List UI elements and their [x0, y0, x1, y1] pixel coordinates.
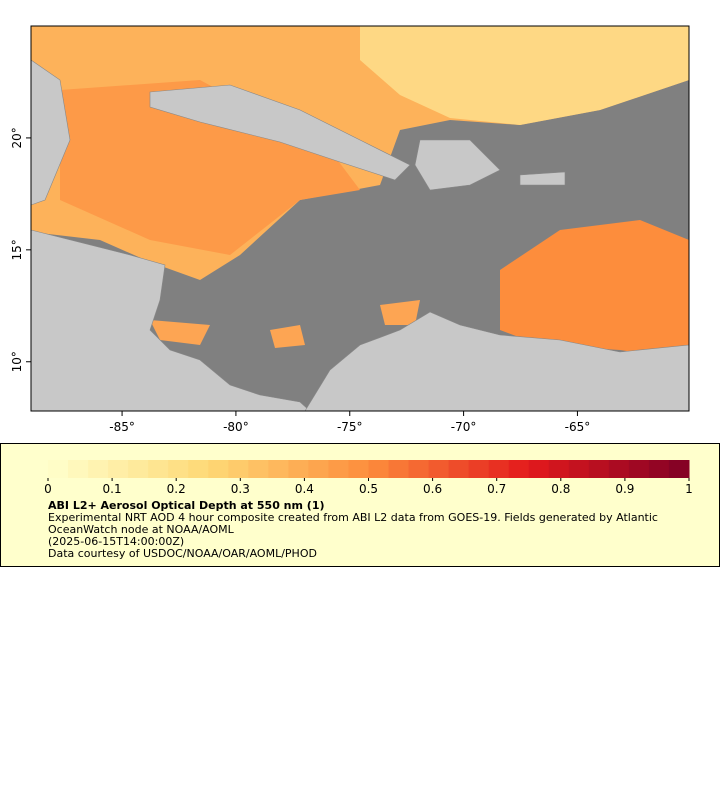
x-tick-label: -70° — [451, 420, 477, 434]
colorbar-step — [588, 460, 610, 478]
colorbar: 0 0.1 0.2 0.3 0.4 0.5 0.6 0.7 0.8 0.9 1 — [44, 460, 693, 496]
y-tick-label: 15° — [10, 239, 24, 260]
colorbar-step — [508, 460, 530, 478]
land — [414, 139, 501, 191]
colorbar-step — [48, 460, 69, 478]
legend-description: Experimental NRT AOD 4 hour composite cr… — [48, 511, 658, 536]
x-tick-label: -75° — [337, 420, 363, 434]
legend-credit: Data courtesy of USDOC/NOAA/OAR/AOML/PHO… — [48, 547, 317, 560]
colorbar-tick-label: 0.2 — [167, 482, 186, 496]
colorbar-tick-label: 0.9 — [615, 482, 634, 496]
colorbar-tick-label: 0.5 — [359, 482, 378, 496]
colorbar-step — [628, 460, 650, 478]
legend-title: ABI L2+ Aerosol Optical Depth at 550 nm … — [48, 499, 325, 512]
colorbar-step — [128, 460, 149, 478]
map-frame — [30, 25, 690, 412]
colorbar-step — [368, 460, 390, 478]
legend-text: ABI L2+ Aerosol Optical Depth at 550 nm … — [48, 500, 698, 560]
colorbar-step — [488, 460, 510, 478]
colorbar-step — [648, 460, 670, 478]
x-tick-label: -65° — [565, 420, 591, 434]
aerosol-field — [500, 220, 689, 360]
y-tick-label: 10° — [10, 351, 24, 372]
x-tick-label: -80° — [223, 420, 249, 434]
map-figure: 0 0.1 0.2 0.3 0.4 0.5 0.6 0.7 0.8 0.9 1 -85° -80° -7… — [0, 25, 720, 567]
x-tick-label: -85° — [109, 420, 135, 434]
land — [519, 171, 566, 186]
colorbar-step — [168, 460, 189, 478]
colorbar-tick-label: 1 — [685, 482, 693, 496]
colorbar-tick-label: 0.7 — [487, 482, 506, 496]
aerosol-field — [360, 26, 689, 125]
aerosol-field — [150, 300, 420, 348]
colorbar-step — [308, 460, 329, 478]
y-tick-label: 20° — [10, 127, 24, 148]
colorbar-tick-label: 0.1 — [103, 482, 122, 496]
colorbar-step — [208, 460, 229, 478]
colorbar-tick-label: 0.6 — [423, 482, 442, 496]
colorbar-step — [68, 460, 89, 478]
colorbar-step — [568, 460, 590, 478]
colorbar-step — [468, 460, 490, 478]
colorbar-step — [228, 460, 249, 478]
colorbar-step — [108, 460, 129, 478]
land — [149, 84, 411, 181]
aerosol-field — [60, 80, 360, 255]
colorbar-step — [668, 460, 690, 478]
colorbar-step — [288, 460, 309, 478]
colorbar-step — [528, 460, 550, 478]
colorbar-step — [148, 460, 169, 478]
colorbar-step — [448, 460, 470, 478]
colorbar-step — [188, 460, 209, 478]
colorbar-step — [428, 460, 450, 478]
colorbar-step — [608, 460, 630, 478]
colorbar-step — [248, 460, 269, 478]
colorbar-step — [408, 460, 430, 478]
colorbar-tick-label: 0.8 — [551, 482, 570, 496]
legend-time: (2025-06-15T14:00:00Z) — [48, 535, 185, 548]
colorbar-step — [268, 460, 289, 478]
colorbar-step — [388, 460, 410, 478]
colorbar-step — [88, 460, 109, 478]
colorbar-tick-label: 0.4 — [295, 482, 314, 496]
colorbar-tick-label: 0.3 — [231, 482, 250, 496]
colorbar-step — [548, 460, 570, 478]
colorbar-tick-label: 0 — [44, 482, 52, 496]
colorbar-step — [328, 460, 349, 478]
colorbar-step — [348, 460, 369, 478]
